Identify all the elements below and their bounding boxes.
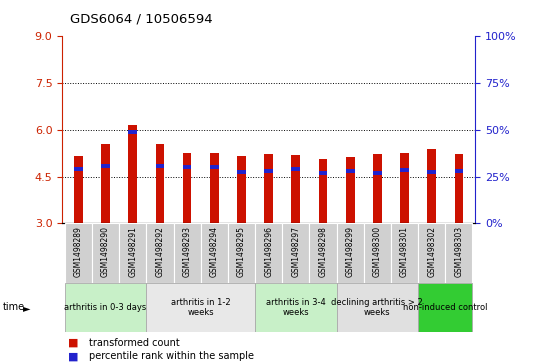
Bar <box>129 125 137 223</box>
Bar <box>119 223 146 283</box>
Bar <box>65 223 92 283</box>
Text: GSM1498296: GSM1498296 <box>264 226 273 277</box>
Bar <box>210 153 219 223</box>
Text: arthritis in 1-2
weeks: arthritis in 1-2 weeks <box>171 298 231 317</box>
Text: GDS6064 / 10506594: GDS6064 / 10506594 <box>70 13 213 26</box>
Bar <box>336 223 364 283</box>
Text: non-induced control: non-induced control <box>403 303 488 312</box>
Bar <box>183 164 192 168</box>
Text: GSM1498299: GSM1498299 <box>346 226 355 277</box>
Bar <box>74 167 83 171</box>
Text: GSM1498294: GSM1498294 <box>210 226 219 277</box>
Bar <box>129 130 137 134</box>
Bar <box>400 168 409 172</box>
Bar <box>255 223 282 283</box>
Bar <box>455 154 463 223</box>
Bar <box>418 223 446 283</box>
Text: transformed count: transformed count <box>89 338 180 348</box>
Bar <box>319 171 327 175</box>
Text: GSM1498300: GSM1498300 <box>373 226 382 277</box>
Text: GSM1498297: GSM1498297 <box>291 226 300 277</box>
Text: GSM1498295: GSM1498295 <box>237 226 246 277</box>
Bar <box>364 223 391 283</box>
Bar <box>101 144 110 223</box>
Text: GSM1498292: GSM1498292 <box>156 226 165 277</box>
Bar <box>92 223 119 283</box>
Bar <box>400 153 409 223</box>
Bar <box>418 283 472 332</box>
Bar <box>156 164 164 168</box>
Text: ►: ► <box>23 303 30 313</box>
Bar <box>346 157 355 223</box>
Bar <box>228 223 255 283</box>
Bar <box>173 223 201 283</box>
Text: GSM1498301: GSM1498301 <box>400 226 409 277</box>
Text: arthritis in 0-3 days: arthritis in 0-3 days <box>64 303 147 312</box>
Text: GSM1498293: GSM1498293 <box>183 226 192 277</box>
Bar <box>292 155 300 223</box>
Bar <box>201 223 228 283</box>
Bar <box>255 283 336 332</box>
Bar <box>319 159 327 223</box>
Bar <box>446 223 472 283</box>
Bar <box>210 165 219 169</box>
Bar <box>237 156 246 223</box>
Text: GSM1498303: GSM1498303 <box>454 226 463 277</box>
Bar <box>391 223 418 283</box>
Bar <box>336 283 418 332</box>
Bar <box>346 169 355 173</box>
Bar <box>373 171 382 175</box>
Bar <box>183 153 192 223</box>
Text: GSM1498298: GSM1498298 <box>319 226 327 277</box>
Text: ■: ■ <box>68 338 78 348</box>
Bar <box>282 223 309 283</box>
Text: arthritis in 3-4
weeks: arthritis in 3-4 weeks <box>266 298 326 317</box>
Bar <box>373 154 382 223</box>
Bar <box>427 170 436 174</box>
Bar <box>309 223 336 283</box>
Bar <box>455 169 463 173</box>
Bar <box>264 154 273 223</box>
Bar <box>264 169 273 173</box>
Bar <box>146 283 255 332</box>
Bar <box>65 283 146 332</box>
Text: GSM1498290: GSM1498290 <box>101 226 110 277</box>
Text: time: time <box>3 302 25 312</box>
Bar <box>237 170 246 174</box>
Text: percentile rank within the sample: percentile rank within the sample <box>89 351 254 362</box>
Text: GSM1498291: GSM1498291 <box>129 226 137 277</box>
Bar <box>292 167 300 171</box>
Bar <box>101 164 110 168</box>
Bar <box>146 223 173 283</box>
Bar <box>74 156 83 223</box>
Text: declining arthritis > 2
weeks: declining arthritis > 2 weeks <box>332 298 423 317</box>
Bar <box>156 144 164 223</box>
Text: GSM1498289: GSM1498289 <box>74 226 83 277</box>
Text: ■: ■ <box>68 351 78 362</box>
Bar <box>427 149 436 223</box>
Text: GSM1498302: GSM1498302 <box>427 226 436 277</box>
